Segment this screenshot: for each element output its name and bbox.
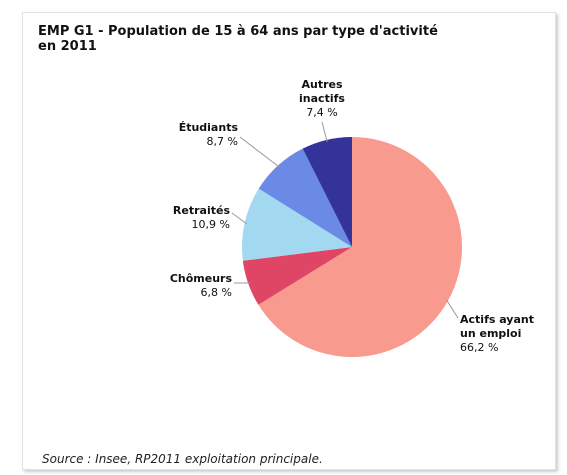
- slice-label: Retraités 10,9 %: [100, 204, 230, 232]
- value-label: 8,7 %: [206, 135, 238, 148]
- pie-slice: [242, 247, 352, 305]
- slice-label: Autres inactifs 7,4 %: [257, 78, 387, 120]
- slice-label: Chômeurs 6,8 %: [102, 272, 232, 300]
- pie-slice: [302, 137, 352, 247]
- leader-line: [445, 299, 459, 319]
- value-label: 66,2 %: [460, 341, 499, 354]
- category-label: Étudiants: [178, 121, 238, 134]
- pie-slice: [258, 137, 462, 357]
- leader-line: [239, 136, 280, 168]
- pie-slice: [242, 188, 352, 261]
- category-label: Autres inactifs: [299, 78, 345, 105]
- category-label: Actifs ayant un emploi: [460, 313, 534, 340]
- value-label: 6,8 %: [200, 286, 232, 299]
- slice-label: Étudiants 8,7 %: [108, 121, 238, 149]
- category-label: Retraités: [172, 204, 230, 217]
- category-label: Chômeurs: [169, 272, 232, 285]
- chart-title: EMP G1 - Population de 15 à 64 ans par t…: [38, 24, 438, 54]
- source: Source : Insee, RP2011 exploitation prin…: [42, 452, 323, 466]
- pie-slice: [258, 148, 352, 247]
- leader-line: [321, 121, 328, 143]
- slice-label: Actifs ayant un emploi 66,2 %: [460, 313, 567, 355]
- leader-line: [231, 212, 247, 225]
- value-label: 10,9 %: [191, 218, 230, 231]
- value-label: 7,4 %: [306, 106, 338, 119]
